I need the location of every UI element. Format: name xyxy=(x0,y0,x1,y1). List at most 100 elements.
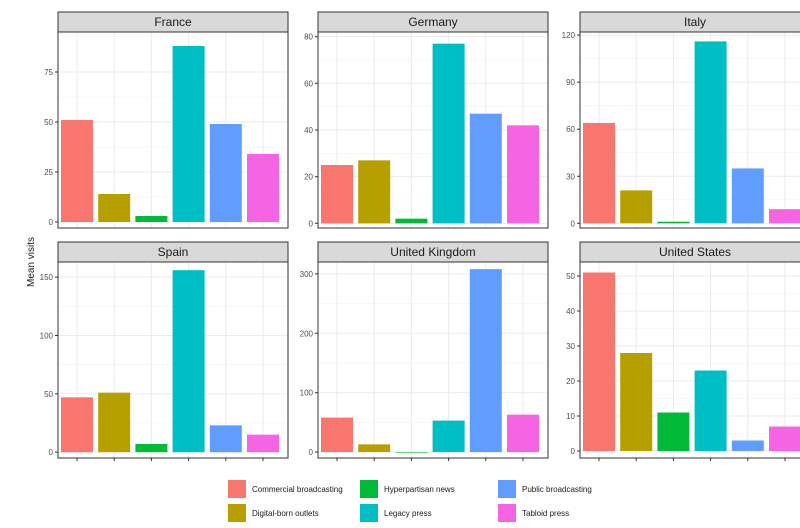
y-tick-label: 100 xyxy=(300,389,314,398)
bar-united-states-commercial-broadcasting xyxy=(583,272,615,451)
y-tick-label: 75 xyxy=(44,68,53,77)
bar-germany-legacy-press xyxy=(432,43,465,224)
y-tick-label: 10 xyxy=(566,412,575,421)
y-tick-label: 90 xyxy=(566,78,575,87)
bar-united-states-public-broadcasting xyxy=(731,440,764,451)
panel-border xyxy=(579,31,800,229)
panel-border xyxy=(317,31,549,229)
y-tick-label: 200 xyxy=(300,329,314,338)
panel-border xyxy=(317,261,549,459)
bar-spain-commercial-broadcasting xyxy=(61,397,93,453)
y-tick-label: 50 xyxy=(566,272,575,281)
bar-spain-public-broadcasting xyxy=(209,425,242,453)
bar-france-legacy-press xyxy=(172,46,205,222)
legend-label-tabloid-press: Tabloid press xyxy=(522,509,569,518)
bar-united-kingdom-hyperpartisan-news xyxy=(395,452,428,453)
y-tick-label: 0 xyxy=(309,448,314,457)
facet-title-spain: Spain xyxy=(158,245,189,259)
y-tick-label: 120 xyxy=(562,31,576,40)
facet-france: France 0 25 50 75 xyxy=(44,11,289,229)
legend-key-digital-born-outlets xyxy=(228,504,246,522)
y-tick-label: 0 xyxy=(49,448,54,457)
bar-spain-tabloid-press xyxy=(247,434,279,453)
y-tick-label: 80 xyxy=(304,33,313,42)
bar-germany-hyperpartisan-news xyxy=(395,218,428,224)
facet-germany: Germany 0 20 40 60 80 xyxy=(304,11,549,229)
legend-item-commercial-broadcasting: Commercial broadcasting xyxy=(228,480,343,498)
bar-spain-digital-born-outlets xyxy=(98,392,131,453)
plot-panel-united-states xyxy=(580,262,800,458)
y-tick-label: 20 xyxy=(566,377,575,386)
bar-france-hyperpartisan-news xyxy=(135,216,168,222)
bar-united-kingdom-public-broadcasting xyxy=(469,269,502,453)
bar-france-digital-born-outlets xyxy=(98,194,131,222)
bar-france-commercial-broadcasting xyxy=(61,120,93,222)
legend-item-digital-born-outlets: Digital-born outlets xyxy=(228,504,319,522)
facet-title-united-kingdom: United Kingdom xyxy=(390,245,475,259)
bar-italy-commercial-broadcasting xyxy=(583,122,615,224)
bar-united-states-legacy-press xyxy=(694,370,727,451)
legend-label-legacy-press: Legacy press xyxy=(384,509,432,518)
bar-united-states-digital-born-outlets xyxy=(620,353,653,451)
y-tick-label: 50 xyxy=(44,390,53,399)
legend-label-public-broadcasting: Public broadcasting xyxy=(522,485,592,494)
bar-united-kingdom-digital-born-outlets xyxy=(358,444,391,453)
legend-key-public-broadcasting xyxy=(498,480,516,498)
bar-italy-digital-born-outlets xyxy=(620,190,653,224)
bar-germany-commercial-broadcasting xyxy=(321,165,353,224)
bar-united-kingdom-legacy-press xyxy=(432,420,465,453)
bar-germany-tabloid-press xyxy=(507,125,539,224)
y-tick-label: 0 xyxy=(571,219,576,228)
bar-italy-hyperpartisan-news xyxy=(657,221,690,224)
legend-key-commercial-broadcasting xyxy=(228,480,246,498)
legend-key-tabloid-press xyxy=(498,504,516,522)
facet-title-germany: Germany xyxy=(408,15,457,29)
legend-item-public-broadcasting: Public broadcasting xyxy=(498,480,592,498)
bar-germany-public-broadcasting xyxy=(469,113,502,224)
facet-italy: Italy 0 30 60 90 120 xyxy=(562,11,800,229)
bar-italy-tabloid-press xyxy=(769,209,800,224)
panel-border xyxy=(579,261,800,459)
panel-border xyxy=(57,261,289,459)
y-tick-label: 40 xyxy=(566,307,575,316)
bar-united-states-hyperpartisan-news xyxy=(657,412,690,451)
facet-spain: Spain 0 50 100 150 xyxy=(40,241,289,461)
y-tick-label: 40 xyxy=(304,126,313,135)
legend-item-legacy-press: Legacy press xyxy=(360,504,432,522)
facet-title-france: France xyxy=(154,15,192,29)
y-tick-label: 60 xyxy=(566,125,575,134)
bar-germany-digital-born-outlets xyxy=(358,160,391,224)
legend-label-digital-born-outlets: Digital-born outlets xyxy=(252,509,319,518)
bar-france-public-broadcasting xyxy=(209,124,242,222)
legend-item-hyperpartisan-news: Hyperpartisan news xyxy=(360,480,455,498)
y-tick-label: 0 xyxy=(309,219,314,228)
bar-united-states-tabloid-press xyxy=(769,426,800,451)
legend: Commercial broadcasting Digital-born outl… xyxy=(228,480,592,522)
facet-title-italy: Italy xyxy=(684,15,706,29)
y-tick-label: 0 xyxy=(49,218,54,227)
bar-united-kingdom-commercial-broadcasting xyxy=(321,417,353,453)
bar-united-kingdom-tabloid-press xyxy=(507,414,539,453)
y-tick-label: 150 xyxy=(40,273,54,282)
bar-spain-hyperpartisan-news xyxy=(135,444,168,453)
y-tick-label: 50 xyxy=(44,118,53,127)
y-tick-label: 100 xyxy=(40,332,54,341)
legend-key-hyperpartisan-news xyxy=(360,480,378,498)
y-tick-label: 20 xyxy=(304,173,313,182)
y-tick-label: 60 xyxy=(304,79,313,88)
bar-france-tabloid-press xyxy=(247,154,279,222)
bar-spain-legacy-press xyxy=(172,270,205,453)
facet-united-kingdom: United Kingdom 0 100 200 300 xyxy=(300,241,549,461)
bar-italy-legacy-press xyxy=(694,41,727,224)
facet-united-states: United States 0 10 20 30 40 50 xyxy=(566,241,800,461)
y-tick-label: 300 xyxy=(300,270,314,279)
facet-title-united-states: United States xyxy=(659,245,731,259)
panel-border xyxy=(57,31,289,229)
legend-item-tabloid-press: Tabloid press xyxy=(498,504,569,522)
y-tick-label: 30 xyxy=(566,172,575,181)
legend-label-hyperpartisan-news: Hyperpartisan news xyxy=(384,485,455,494)
y-tick-label: 0 xyxy=(571,447,576,456)
y-tick-label: 25 xyxy=(44,168,53,177)
y-axis-title: Mean visits xyxy=(26,237,37,287)
